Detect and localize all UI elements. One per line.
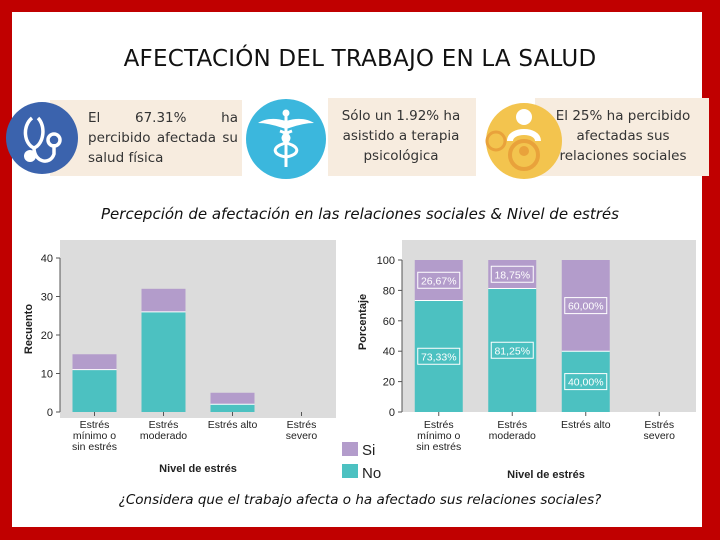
chart-legend: Si No xyxy=(342,442,381,482)
data-label-box xyxy=(564,373,608,391)
info-card-therapy: Sólo un 1.92% ha asistido a terapia psic… xyxy=(328,98,476,176)
x-tick-label: Estrés severo xyxy=(643,419,675,442)
y-tick-label: 60 xyxy=(383,316,395,328)
data-label: 73,33% xyxy=(421,351,457,363)
y-tick-label: 10 xyxy=(41,369,53,381)
bar-si xyxy=(72,354,117,370)
stethoscope-icon xyxy=(6,102,78,174)
data-label-box xyxy=(417,347,461,365)
info-card-physical-health: El 67.31% ha percibido afectada su salud… xyxy=(50,100,242,176)
info-card-text: Sólo un 1.92% ha asistido a terapia psic… xyxy=(341,108,461,164)
data-label-box xyxy=(490,265,534,283)
x-axis-label: Nivel de estrés xyxy=(507,469,585,481)
y-tick-label: 20 xyxy=(41,330,53,342)
bar-no xyxy=(210,404,255,412)
legend-swatch-no xyxy=(342,464,358,478)
y-tick-label: 30 xyxy=(41,292,53,304)
y-tick-label: 40 xyxy=(383,346,395,358)
caduceus-icon xyxy=(246,99,326,179)
y-axis-label: Porcentaje xyxy=(357,294,369,350)
y-axis-label: Recuento xyxy=(23,304,35,354)
slide-title: AFECTACIÓN DEL TRABAJO EN LA SALUD xyxy=(123,46,597,72)
bar-no xyxy=(141,311,186,412)
x-tick-label: Estrés severo xyxy=(286,419,318,442)
y-tick-label: 0 xyxy=(47,407,53,419)
x-tick-label: Estrés mínimo o sin estrés xyxy=(72,419,117,453)
legend-swatch-si xyxy=(342,442,358,456)
x-tick-label: Estrés alto xyxy=(208,419,258,431)
legend-label-no: No xyxy=(362,465,381,482)
bar-si xyxy=(141,288,186,312)
chart-porcentaje: 0 20 40 60 80 100 73,33% 26,67% 81,25% 18,75% 40,… xyxy=(357,240,696,481)
x-axis-label: Nivel de estrés xyxy=(159,463,237,475)
chart-subtitle: Percepción de afectación en las relacion… xyxy=(101,205,619,223)
question-caption: ¿Considera que el trabajo afecta o ha af… xyxy=(118,492,602,508)
x-tick-label: Estrés moderado xyxy=(489,419,536,442)
data-label-box xyxy=(417,271,461,289)
y-tick-label: 80 xyxy=(383,285,395,297)
y-tick-label: 0 xyxy=(389,407,395,419)
bar-si xyxy=(210,392,255,405)
y-tick-label: 20 xyxy=(383,377,395,389)
y-tick-label: 40 xyxy=(41,253,53,265)
y-tick-label: 100 xyxy=(377,255,395,267)
data-label: 26,67% xyxy=(421,275,457,287)
info-card-text: El 25% ha percibido afectadas sus relaci… xyxy=(555,108,691,164)
x-tick-label: Estrés moderado xyxy=(140,419,187,442)
data-label: 18,75% xyxy=(494,269,530,281)
x-tick-label: Estrés alto xyxy=(561,419,611,431)
data-label: 81,25% xyxy=(494,345,530,357)
legend-label-si: Si xyxy=(362,442,375,459)
info-card-social-relations: El 25% ha percibido afectadas sus relaci… xyxy=(535,98,709,176)
people-icon xyxy=(485,103,562,179)
data-label: 60,00% xyxy=(568,301,604,313)
info-card-text: El 67.31% ha percibido afectada su salud… xyxy=(88,110,238,166)
data-label-box xyxy=(564,297,608,315)
chart-recuento: 0 10 20 30 40 Estrés mínimo o sin estrés Estrés… xyxy=(23,240,336,475)
data-label-box xyxy=(490,341,534,359)
bar-no xyxy=(72,369,117,412)
x-tick-label: Estrés mínimo o sin estrés xyxy=(416,419,461,453)
data-label: 40,00% xyxy=(568,377,604,389)
